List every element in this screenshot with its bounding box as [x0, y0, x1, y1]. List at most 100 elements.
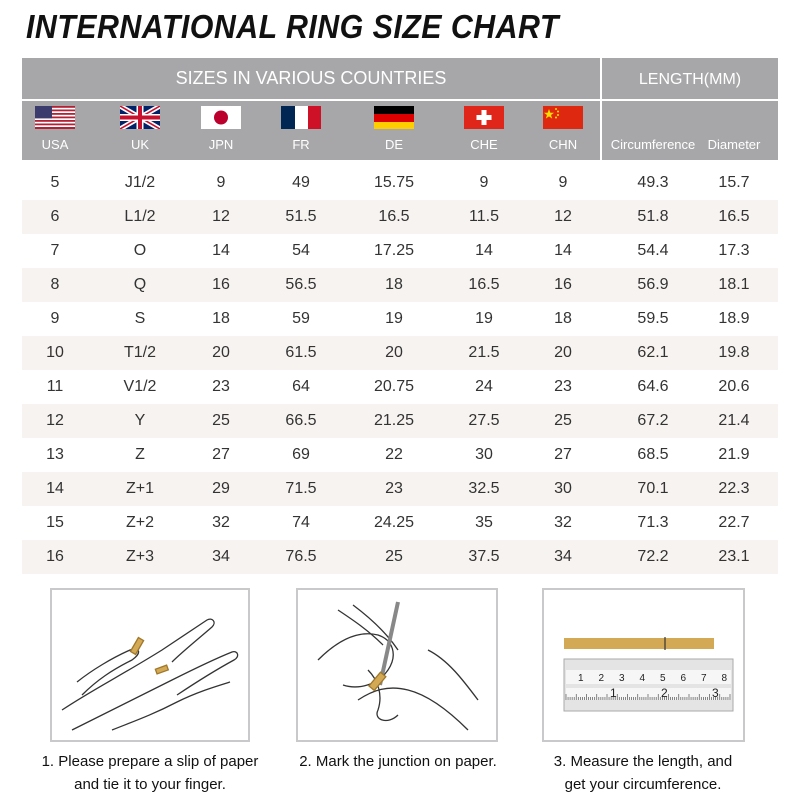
country-label-de: DE — [384, 137, 404, 152]
cell-usa: 11 — [46, 378, 64, 395]
cell-diameter: 17.3 — [718, 242, 750, 259]
cell-fr: 61.5 — [285, 344, 317, 361]
ruler-bottom-number: 1 — [610, 686, 617, 700]
cell-de: 22 — [385, 446, 403, 463]
table-row: 13 Z 27 69 22 30 27 68.5 21.9 — [22, 438, 778, 472]
japan-flag-icon — [201, 106, 241, 129]
cell-che: 30 — [475, 446, 493, 463]
cell-uk: Y — [134, 412, 146, 429]
cell-diameter: 19.8 — [718, 344, 750, 361]
cell-diameter: 21.4 — [718, 412, 750, 429]
cell-che: 11.5 — [469, 208, 499, 225]
usa-flag-icon — [35, 106, 75, 129]
ruler-top-number: 3 — [619, 673, 625, 684]
cell-circumference: 62.1 — [637, 344, 669, 361]
page-title: INTERNATIONAL RING SIZE CHART — [26, 8, 559, 45]
cell-diameter: 15.7 — [718, 174, 750, 191]
cell-jpn: 12 — [212, 208, 230, 225]
table-row: 5 J1/2 9 49 15.75 9 9 49.3 15.7 — [22, 166, 778, 200]
cell-diameter: 20.6 — [718, 378, 750, 395]
cell-uk: Z+1 — [125, 480, 155, 497]
cell-diameter: 23.1 — [718, 548, 750, 565]
cell-usa: 8 — [50, 276, 60, 293]
cell-che: 16.5 — [468, 276, 500, 293]
france-flag-icon — [281, 106, 321, 129]
table-row: 15 Z+2 32 74 24.25 35 32 71.3 22.7 — [22, 506, 778, 540]
cell-jpn: 20 — [212, 344, 230, 361]
cell-uk: O — [133, 242, 147, 259]
length-subheader-row — [602, 101, 778, 160]
switzerland-flag-icon — [464, 106, 504, 129]
cell-circumference: 68.5 — [637, 446, 669, 463]
cell-fr: 59 — [292, 310, 310, 327]
cell-che: 21.5 — [468, 344, 500, 361]
cell-circumference: 72.2 — [637, 548, 669, 565]
table-row: 7 O 14 54 17.25 14 14 54.4 17.3 — [22, 234, 778, 268]
cell-jpn: 29 — [212, 480, 230, 497]
cell-chn: 18 — [554, 310, 572, 327]
cell-usa: 10 — [46, 344, 64, 361]
cell-de: 16.5 — [378, 208, 410, 225]
cell-circumference: 64.6 — [637, 378, 669, 395]
cell-circumference: 67.2 — [637, 412, 669, 429]
cell-usa: 9 — [50, 310, 60, 327]
cell-chn: 25 — [554, 412, 572, 429]
ruler-top-number: 1 — [578, 673, 584, 684]
cell-chn: 27 — [554, 446, 572, 463]
cell-jpn: 25 — [212, 412, 230, 429]
marking-paper-icon — [317, 601, 479, 731]
cell-diameter: 18.9 — [718, 310, 750, 327]
step-1-caption: 1. Please prepare a slip of paper and ti… — [42, 750, 259, 796]
uk-flag-icon — [120, 106, 160, 129]
table-row: 9 S 18 59 19 19 18 59.5 18.9 — [22, 302, 778, 336]
cell-usa: 6 — [50, 208, 60, 225]
country-label-fr: FR — [292, 137, 310, 152]
cell-de: 20 — [385, 344, 403, 361]
cell-che: 19 — [475, 310, 493, 327]
country-label-che: CHE — [470, 137, 498, 152]
cell-jpn: 16 — [212, 276, 230, 293]
germany-flag-icon — [374, 106, 414, 129]
step-1-line-2: and tie it to your finger. — [74, 776, 226, 793]
cell-circumference: 56.9 — [637, 276, 669, 293]
cell-circumference: 59.5 — [637, 310, 669, 327]
cell-jpn: 18 — [212, 310, 230, 327]
cell-uk: J1/2 — [124, 174, 156, 191]
cell-che: 35 — [475, 514, 493, 531]
cell-de: 20.75 — [373, 378, 415, 395]
cell-uk: L1/2 — [124, 208, 156, 225]
cell-uk: T1/2 — [123, 344, 157, 361]
cell-jpn: 32 — [212, 514, 230, 531]
cell-chn: 9 — [558, 174, 568, 191]
cell-che: 27.5 — [468, 412, 500, 429]
country-label-uk: UK — [130, 137, 150, 152]
cell-che: 37.5 — [468, 548, 500, 565]
table-row: 11 V1/2 23 64 20.75 24 23 64.6 20.6 — [22, 370, 778, 404]
step-2-caption: 2. Mark the junction on paper. — [299, 750, 497, 773]
ruler-top-number: 7 — [701, 673, 707, 684]
cell-chn: 20 — [554, 344, 572, 361]
cell-fr: 66.5 — [285, 412, 317, 429]
table-row: 8 Q 16 56.5 18 16.5 16 56.9 18.1 — [22, 268, 778, 302]
cell-uk: Z+2 — [125, 514, 155, 531]
cell-fr: 71.5 — [285, 480, 317, 497]
sizes-header: SIZES IN VARIOUS COUNTRIES — [22, 58, 600, 99]
cell-circumference: 49.3 — [637, 174, 669, 191]
cell-de: 21.25 — [373, 412, 415, 429]
cell-de: 25 — [385, 548, 403, 565]
table-row: 14 Z+1 29 71.5 23 32.5 30 70.1 22.3 — [22, 472, 778, 506]
length-header: LENGTH(MM) — [602, 58, 778, 99]
paper-strip — [564, 638, 714, 649]
cell-diameter: 22.3 — [718, 480, 750, 497]
step-3-line-1: 3. Measure the length, and — [553, 753, 733, 770]
cell-chn: 12 — [554, 208, 572, 225]
country-label-chn: CHN — [548, 137, 578, 152]
cell-de: 15.75 — [373, 174, 415, 191]
cell-fr: 74 — [292, 514, 310, 531]
cell-che: 24 — [475, 378, 493, 395]
china-flag-icon — [543, 106, 583, 129]
ruler-top-number: 2 — [599, 673, 605, 684]
cell-chn: 30 — [554, 480, 572, 497]
cell-usa: 14 — [46, 480, 64, 497]
